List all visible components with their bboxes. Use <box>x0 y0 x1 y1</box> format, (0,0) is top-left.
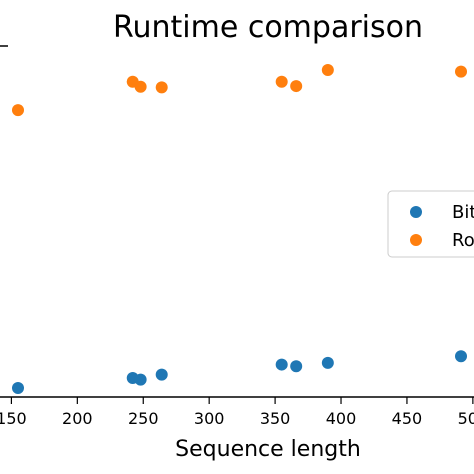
x-tick-label: 300 <box>194 409 225 428</box>
x-tick-label: 200 <box>62 409 93 428</box>
x-tick-label: 450 <box>392 409 423 428</box>
x-tick-label: 250 <box>128 409 159 428</box>
legend: Bit Ro <box>387 190 474 258</box>
data-point-bit <box>455 350 467 363</box>
data-point-bit <box>275 358 288 371</box>
data-point-ro <box>455 65 467 78</box>
x-tick-label: 150 <box>0 409 27 428</box>
data-point-ro <box>12 104 24 117</box>
data-point-bit <box>155 368 168 381</box>
data-point-ro <box>275 75 288 88</box>
data-point-ro <box>134 80 147 93</box>
data-point-ro <box>290 80 303 93</box>
x-tick-label: 500 <box>458 409 474 428</box>
data-points <box>12 64 467 394</box>
x-tick-label: 350 <box>260 409 291 428</box>
legend-label-bit: Bit <box>452 202 474 223</box>
chart-title: Runtime comparison <box>113 10 423 45</box>
data-point-bit <box>321 356 334 369</box>
data-point-bit <box>12 382 24 394</box>
legend-box <box>387 190 474 258</box>
x-tick-label: 400 <box>326 409 357 428</box>
data-point-ro <box>321 64 334 76</box>
data-point-bit <box>290 360 303 373</box>
legend-label-ro: Ro <box>452 230 474 251</box>
legend-marker-ro <box>410 234 422 246</box>
data-point-ro <box>155 81 168 94</box>
data-point-bit <box>134 373 147 386</box>
x-axis-label: Sequence length <box>175 437 361 462</box>
x-axis-ticks: 150 200 250 300 350 400 450 500 <box>0 397 474 428</box>
legend-marker-bit <box>410 206 422 218</box>
